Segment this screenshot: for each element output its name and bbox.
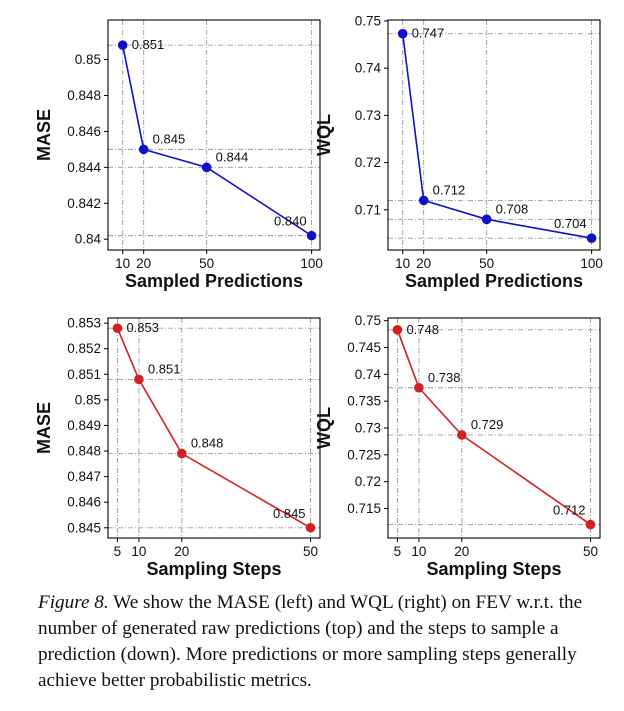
chart-top-left-data-label-2: 0.844 (216, 149, 249, 164)
chart-bottom-left-point-0 (112, 323, 123, 334)
chart-top-left-point-3 (306, 230, 317, 241)
chart-bottom-right-point-2 (457, 430, 467, 440)
chart-bottom-left-xtick-label-2: 20 (174, 544, 189, 559)
chart-bottom-right-series-line (396, 329, 592, 526)
chart-top-left-xlabel: Sampled Predictions (125, 271, 303, 291)
chart-bottom-right-data-label-0: 0.748 (406, 322, 439, 337)
chart-bottom-right-ytick-label-5: 0.74 (355, 367, 382, 382)
chart-top-right-xtick-label-1: 20 (416, 256, 431, 271)
chart-bottom-left-data-label-3: 0.845 (273, 506, 306, 521)
chart-bottom-left-ytick-label-2: 0.847 (67, 469, 101, 484)
chart-top-left: 0.84 0.842 0.844 0.846 0.848 0.85 10 20 50 100Sam… (34, 19, 323, 291)
chart-bottom-right-point-0 (392, 325, 403, 335)
chart-top-right-series-line (401, 33, 592, 239)
chart-bottom-right-data-label-3: 0.712 (553, 503, 586, 518)
chart-top-left-ytick-label-1: 0.842 (67, 196, 101, 211)
chart-bottom-left-ytick-label-5: 0.85 (75, 392, 101, 407)
chart-top-left-data-label-1: 0.845 (153, 131, 186, 146)
chart-top-right-xtick-label-3: 100 (580, 256, 603, 271)
chart-top-right-ytick-label-0: 0.71 (355, 202, 381, 217)
chart-top-left-series-line (121, 44, 313, 237)
chart-top-right-point-3 (586, 233, 597, 243)
chart-bottom-right-data-label-1: 0.738 (428, 370, 461, 385)
chart-bottom-left-point-1 (134, 374, 144, 385)
chart-bottom-right-ytick-label-2: 0.725 (347, 447, 381, 462)
chart-top-right-point-1 (418, 195, 429, 206)
chart-bottom-right-xlabel: Sampling Steps (426, 559, 561, 579)
chart-top-right-point-2 (481, 214, 492, 225)
chart-bottom-left-data-label-0: 0.853 (126, 320, 159, 335)
chart-top-left-xtick-label-1: 20 (136, 256, 151, 271)
chart-top-left-data-label-3: 0.840 (274, 214, 307, 229)
chart-bottom-right-xtick-label-2: 20 (454, 544, 469, 559)
chart-bottom-left: 0.845 0.846 0.847 0.848 0.849 0.85 0.851 0.852 0… (34, 316, 321, 579)
chart-bottom-left-ytick-label-4: 0.849 (67, 418, 101, 433)
caption-label: Figure 8. (38, 592, 109, 613)
chart-bottom-left-ytick-label-0: 0.845 (67, 520, 101, 535)
chart-bottom-right: 0.715 0.72 0.725 0.73 0.735 0.74 0.745 0.75 5 10 2… (314, 313, 601, 579)
chart-top-right-xtick-label-0: 10 (395, 256, 410, 271)
chart-top-right-frame (387, 19, 601, 251)
chart-top-left-ytick-label-3: 0.846 (67, 124, 101, 139)
chart-bottom-right-ytick-label-0: 0.715 (347, 501, 381, 516)
caption-text: We show the MASE (left) and WQL (right) … (38, 592, 583, 691)
chart-top-right-ylabel: WQL (314, 114, 334, 156)
chart-bottom-left-xlabel: Sampling Steps (146, 559, 281, 579)
chart-bottom-left-point-3 (305, 522, 316, 533)
chart-bottom-left-ytick-label-1: 0.846 (67, 495, 101, 510)
chart-top-left-ytick-label-5: 0.85 (75, 52, 101, 67)
chart-bottom-left-xtick-label-1: 10 (131, 544, 146, 559)
chart-top-left-ytick-label-4: 0.848 (67, 88, 101, 103)
chart-bottom-right-ytick-label-6: 0.745 (347, 340, 381, 355)
chart-bottom-left-data-label-2: 0.848 (191, 436, 224, 451)
chart-bottom-right-ytick-label-3: 0.73 (355, 421, 381, 436)
chart-top-right-ytick-label-3: 0.74 (355, 61, 382, 76)
chart-bottom-right-ytick-label-4: 0.735 (347, 394, 381, 409)
chart-bottom-left-xtick-label-3: 50 (303, 544, 318, 559)
chart-bottom-right-xtick-label-0: 5 (394, 544, 402, 559)
figure-caption: Figure 8. We show the MASE (left) and WQ… (38, 590, 610, 694)
chart-bottom-left-ytick-label-8: 0.853 (67, 316, 101, 331)
chart-bottom-left-ytick-label-3: 0.848 (67, 444, 101, 459)
chart-top-right-xtick-label-2: 50 (479, 256, 494, 271)
chart-bottom-right-ytick-label-1: 0.72 (355, 474, 381, 489)
chart-top-left-ytick-label-2: 0.844 (67, 160, 101, 175)
chart-top-left-xtick-label-0: 10 (115, 256, 130, 271)
chart-bottom-left-series-line (116, 327, 311, 529)
chart-top-left-data-label-0: 0.851 (132, 37, 165, 52)
chart-bottom-right-data-label-2: 0.729 (471, 417, 504, 432)
chart-top-left-frame (107, 19, 321, 251)
chart-top-left-ytick-label-0: 0.84 (75, 232, 102, 247)
chart-top-right-ytick-label-1: 0.72 (355, 155, 381, 170)
chart-top-left-ylabel: MASE (34, 109, 54, 161)
chart-bottom-right-xtick-label-3: 50 (583, 544, 598, 559)
chart-bottom-right-ylabel: WQL (314, 407, 334, 449)
chart-bottom-left-ylabel: MASE (34, 402, 54, 454)
chart-bottom-left-ytick-label-6: 0.851 (67, 367, 101, 382)
chart-bottom-left-data-label-1: 0.851 (148, 361, 181, 376)
chart-top-right-point-0 (397, 28, 408, 39)
chart-top-left-point-1 (138, 144, 149, 155)
chart-bottom-right-xtick-label-1: 10 (411, 544, 426, 559)
chart-top-left-point-0 (117, 40, 128, 50)
chart-top-left-xtick-label-3: 100 (300, 256, 323, 271)
chart-bottom-left-point-2 (177, 448, 187, 459)
chart-bottom-right-point-3 (585, 519, 596, 530)
chart-top-right-data-label-2: 0.708 (496, 201, 529, 216)
chart-top-right-xlabel: Sampled Predictions (405, 271, 583, 291)
chart-top-right-ytick-label-2: 0.73 (355, 108, 381, 123)
chart-bottom-left-frame (107, 317, 321, 539)
chart-bottom-right-ytick-label-7: 0.75 (355, 313, 381, 328)
chart-top-right-data-label-0: 0.747 (412, 26, 445, 41)
chart-top-right-data-label-3: 0.704 (554, 216, 587, 231)
chart-top-left-point-2 (201, 162, 212, 173)
chart-top-right-ytick-label-4: 0.75 (355, 13, 381, 28)
chart-bottom-left-xtick-label-0: 5 (114, 544, 122, 559)
chart-top-right-data-label-1: 0.712 (433, 182, 466, 197)
chart-bottom-right-point-1 (414, 382, 424, 393)
chart-top-left-xtick-label-2: 50 (199, 256, 214, 271)
chart-bottom-left-ytick-label-7: 0.852 (67, 341, 101, 356)
